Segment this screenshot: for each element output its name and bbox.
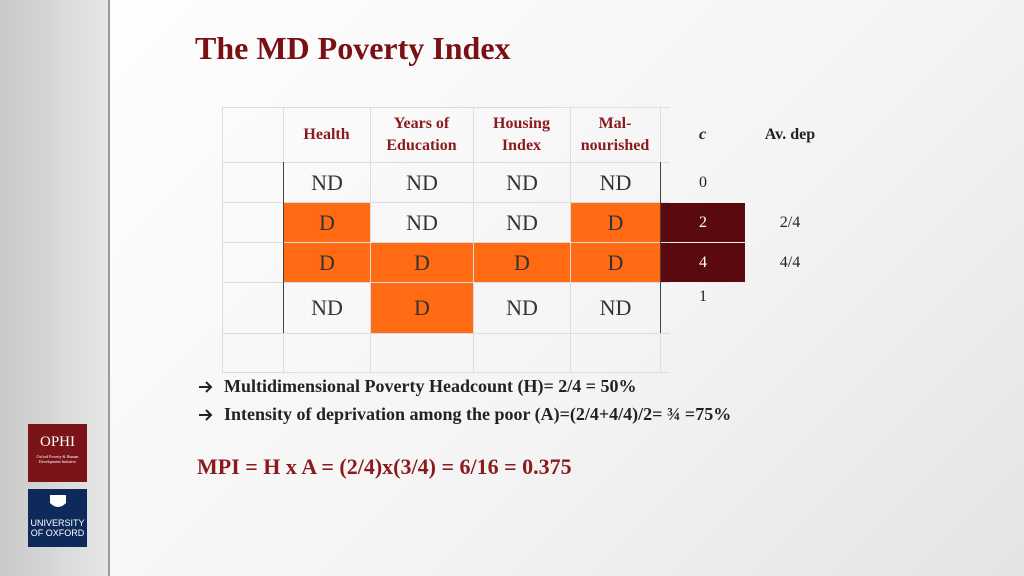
logo-text: UNIVERSITY OF OXFORD [30, 518, 85, 538]
av-dep-cell: 2/4 [779, 213, 801, 231]
grid-line [222, 282, 670, 283]
c-cell: 4 [661, 243, 745, 282]
grid-line [222, 107, 670, 108]
c-cell: 2 [661, 203, 745, 242]
bullet-text: Multidimensional Poverty Headcount (H)= … [224, 376, 637, 396]
table-cell: ND [406, 209, 438, 235]
column-header: Housing Index [493, 114, 550, 154]
table-cell: ND [311, 295, 343, 320]
column-header: Mal- nourished [580, 114, 650, 154]
oxford-logo: UNIVERSITY OF OXFORD [28, 489, 87, 547]
logo-text: OPHI [39, 434, 75, 450]
grid-line [570, 107, 571, 372]
table-cell: D [571, 203, 660, 242]
grid-line [222, 202, 670, 203]
bullet-text: Intensity of deprivation among the poor … [224, 404, 732, 424]
table-cell: ND [406, 169, 438, 195]
table-cell: ND [599, 295, 632, 320]
grid-line [283, 162, 284, 333]
arrow-icon [199, 408, 213, 421]
slide-title: The MD Poverty Index [195, 30, 511, 66]
grid-line [660, 162, 661, 333]
grid-line [473, 107, 474, 372]
table-cell: D [371, 283, 473, 333]
column-header: c [698, 125, 707, 143]
table-cell: ND [506, 209, 538, 235]
table-cell: D [284, 243, 370, 282]
grid-line [222, 333, 670, 334]
table-cell: D [571, 243, 660, 282]
table-cell: ND [506, 295, 538, 320]
grid-line [222, 107, 223, 372]
grid-line [222, 372, 670, 373]
table-cell: ND [599, 169, 632, 195]
table-cell: D [284, 203, 370, 242]
bullet: Intensity of deprivation among the poor … [198, 404, 731, 425]
table-cell: ND [506, 169, 538, 195]
grid-line [222, 242, 670, 243]
table-cell: ND [311, 169, 343, 195]
c-cell: 0 [699, 173, 707, 191]
grid-line [222, 162, 670, 163]
arrow-icon [199, 380, 213, 393]
logo-subtext: Oxford Poverty & Human Development Initi… [36, 454, 79, 464]
av-dep-cell: 4/4 [779, 253, 801, 271]
c-cell: 1 [699, 288, 707, 305]
grid-line [370, 107, 371, 372]
column-header: Health [303, 125, 350, 143]
column-header: Years of Education [386, 114, 457, 154]
table-cell: D [371, 243, 473, 282]
crest-icon [49, 495, 66, 507]
formula: MPI = H x A = (2/4)x(3/4) = 6/16 = 0.375 [197, 454, 572, 479]
column-header: Av. dep [764, 125, 816, 143]
bullet: Multidimensional Poverty Headcount (H)= … [198, 376, 637, 397]
table-cell: D [474, 243, 570, 282]
ophi-logo: OPHI Oxford Poverty & Human Development … [28, 424, 87, 482]
